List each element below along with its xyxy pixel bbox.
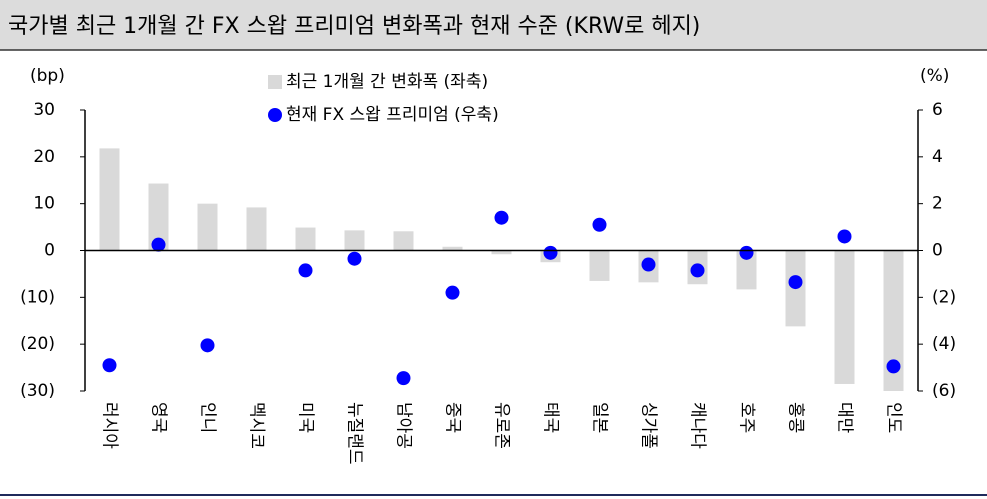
dot bbox=[641, 257, 656, 272]
bar bbox=[99, 148, 120, 251]
dot bbox=[347, 251, 362, 266]
dot bbox=[837, 229, 852, 244]
dot bbox=[788, 275, 803, 290]
bar bbox=[736, 250, 757, 290]
dot bbox=[690, 263, 705, 278]
y-tick-label: 20 bbox=[33, 147, 55, 167]
dot bbox=[396, 371, 411, 386]
x-tick-label: 러시아 bbox=[100, 402, 120, 449]
y-tick-label: 10 bbox=[33, 194, 55, 214]
dot bbox=[592, 217, 607, 232]
x-tick-label: 일본 bbox=[590, 402, 610, 433]
bar bbox=[491, 250, 512, 255]
x-tick-label: 영국 bbox=[149, 402, 169, 433]
bar bbox=[295, 227, 316, 251]
x-tick-label: 중국 bbox=[443, 402, 463, 433]
bar bbox=[344, 230, 365, 251]
dot bbox=[739, 245, 754, 260]
x-tick-label: 유로존 bbox=[492, 402, 512, 449]
y2-tick-label: 2 bbox=[932, 194, 943, 214]
y-tick-label: (30) bbox=[20, 381, 55, 401]
dot bbox=[886, 359, 901, 374]
bar bbox=[197, 203, 218, 251]
x-tick-label: 인니 bbox=[198, 402, 218, 433]
legend-label: 최근 1개월 간 변화폭 (좌축) bbox=[286, 72, 488, 92]
dot bbox=[151, 237, 166, 252]
x-tick-label: 인도 bbox=[884, 402, 904, 433]
y2-tick-label: (6) bbox=[932, 381, 956, 401]
dot bbox=[543, 245, 558, 260]
y-tick-label: (20) bbox=[20, 334, 55, 354]
dot bbox=[200, 338, 215, 353]
y2-tick-label: 6 bbox=[932, 100, 943, 120]
x-tick-label: 남아공 bbox=[394, 402, 414, 449]
x-tick-label: 캐나다 bbox=[688, 402, 708, 449]
bar bbox=[246, 207, 267, 251]
dot bbox=[102, 358, 117, 373]
dot bbox=[494, 210, 509, 225]
y-tick-label: 0 bbox=[44, 241, 55, 261]
y2-tick-label: (4) bbox=[932, 334, 956, 354]
bar bbox=[589, 250, 610, 281]
title-bar bbox=[0, 0, 987, 50]
x-tick-label: 멕시코 bbox=[247, 402, 267, 449]
y-tick-label: (10) bbox=[20, 287, 55, 307]
legend-swatch bbox=[268, 108, 282, 122]
y2-tick-label: (2) bbox=[932, 287, 956, 307]
x-tick-label: 뉴질랜드 bbox=[345, 402, 365, 465]
chart-title: 국가별 최근 1개월 간 FX 스왑 프리미엄 변화폭과 현재 수준 (KRW로… bbox=[8, 14, 700, 39]
x-tick-label: 호주 bbox=[737, 402, 757, 433]
y-axis-label: (bp) bbox=[30, 66, 65, 86]
legend-label: 현재 FX 스왑 프리미엄 (우축) bbox=[286, 105, 499, 125]
x-tick-label: 대만 bbox=[835, 402, 855, 434]
x-tick-label: 태국 bbox=[541, 402, 561, 433]
y2-tick-label: 4 bbox=[932, 147, 943, 167]
y2-axis-label: (%) bbox=[920, 66, 949, 86]
x-tick-label: 미국 bbox=[296, 402, 316, 433]
bar bbox=[393, 231, 414, 251]
x-tick-label: 홍콩 bbox=[786, 402, 806, 433]
dot bbox=[445, 285, 460, 300]
bar bbox=[883, 250, 904, 391]
y2-tick-label: 0 bbox=[932, 241, 943, 261]
dot bbox=[298, 263, 313, 278]
bar bbox=[148, 183, 169, 251]
x-tick-label: 싱가폴 bbox=[639, 402, 659, 449]
y-tick-label: 30 bbox=[33, 100, 55, 120]
bar bbox=[442, 246, 463, 251]
bar bbox=[834, 250, 855, 384]
legend-swatch bbox=[268, 75, 282, 89]
